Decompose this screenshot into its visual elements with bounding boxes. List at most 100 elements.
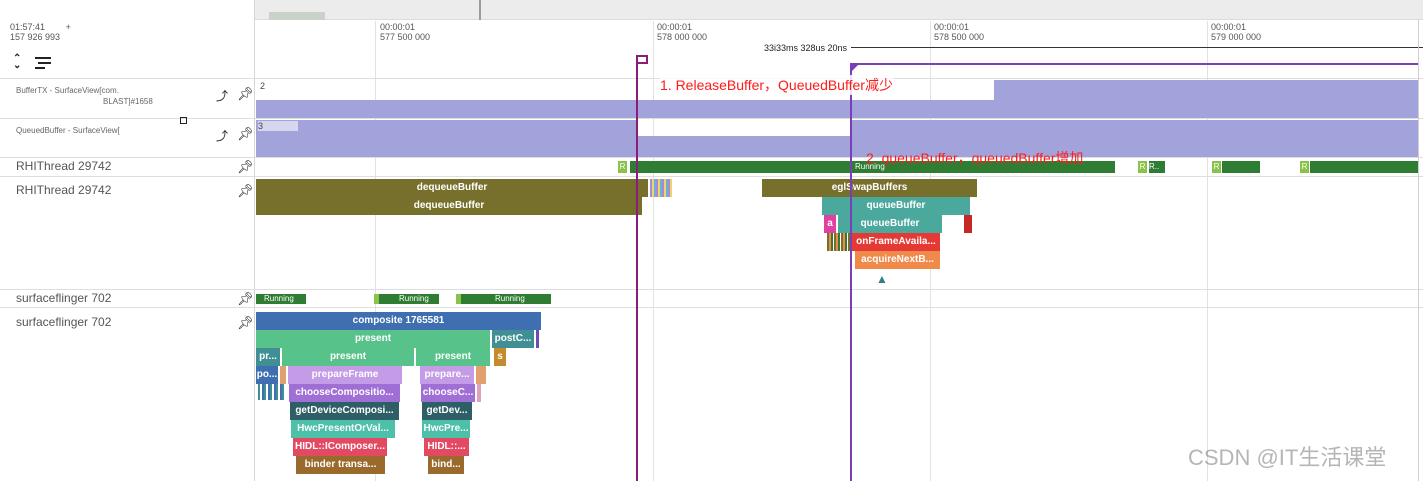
scroll-edge[interactable] bbox=[1418, 20, 1419, 481]
slice-binder-transaction[interactable]: bind... bbox=[428, 456, 464, 474]
slice-eglswapbuffers[interactable]: eglSwapBuffers bbox=[762, 179, 977, 197]
small-slices[interactable] bbox=[827, 233, 851, 251]
flag-icon[interactable] bbox=[636, 55, 648, 64]
area-marker-corner bbox=[851, 63, 860, 72]
time-tick: 00:00:01 578 500 000 bbox=[934, 22, 985, 42]
time-tick: 00:00:01 579 000 000 bbox=[1211, 22, 1262, 42]
track-sidebar bbox=[0, 0, 255, 481]
time-tick: 00:00:01 578 000 000 bbox=[657, 22, 708, 42]
overview-cursor[interactable] bbox=[479, 0, 481, 20]
slice-hwcpresent[interactable]: HwcPresentOrVal... bbox=[291, 420, 395, 438]
rhi-running-bar[interactable] bbox=[1310, 161, 1418, 173]
slice-s[interactable]: s bbox=[494, 348, 506, 366]
slice-dequeuebuffer[interactable]: dequeueBuffer bbox=[256, 197, 642, 215]
pin-icon[interactable]: 📌︎ bbox=[237, 159, 254, 174]
slice-hidl-icomposer[interactable]: HIDL::... bbox=[424, 438, 469, 456]
slice-onframeavailable[interactable]: onFrameAvaila... bbox=[852, 233, 940, 251]
slice-queuebuffer[interactable]: queueBuffer bbox=[822, 197, 970, 215]
slice-composite[interactable]: composite 1765581 bbox=[256, 312, 541, 330]
sf-running-bar[interactable]: Running bbox=[374, 294, 439, 304]
slice-red-small[interactable] bbox=[964, 215, 972, 233]
slice-prepareframe[interactable]: prepareFrame bbox=[288, 366, 402, 384]
slice-queuebuffer[interactable]: queueBuffer bbox=[838, 215, 942, 233]
slice-choosecomposition[interactable]: chooseCompositio... bbox=[289, 384, 400, 402]
slice-thin[interactable] bbox=[536, 330, 539, 348]
slice-a[interactable]: a bbox=[824, 215, 836, 233]
collapse-expand-icon[interactable]: ⌃ ⌄ bbox=[13, 53, 22, 71]
buffertx-label-2: BLAST]#1658 bbox=[103, 97, 153, 106]
offset-time: 01:57:41 bbox=[10, 22, 46, 32]
slice-dequeuebuffer[interactable]: dequeueBuffer bbox=[256, 179, 648, 197]
slice-prepareframe[interactable]: prepare... bbox=[420, 366, 474, 384]
grid-line bbox=[653, 21, 654, 481]
chart-line-icon[interactable]: ⤴ bbox=[216, 89, 229, 103]
buffertx-label: BufferTX - SurfaceView[com. bbox=[16, 86, 119, 95]
annotation-queue-buffer: 2. queueBuffer，queuedBuffer增加 bbox=[866, 150, 1084, 166]
rhi-r-mark[interactable]: R.. bbox=[1149, 161, 1165, 173]
span-label: 33i33ms 328us 20ns bbox=[764, 43, 848, 53]
small-slices[interactable] bbox=[650, 179, 672, 197]
track-separator bbox=[0, 118, 1423, 119]
pin-icon[interactable]: 📌︎ bbox=[237, 315, 254, 330]
track-separator bbox=[0, 289, 1423, 290]
buffertx-counter-high bbox=[994, 80, 1418, 118]
span-line bbox=[851, 47, 1423, 48]
slice-pr[interactable]: pr... bbox=[256, 348, 280, 366]
menu-lines-icon[interactable] bbox=[35, 57, 51, 69]
arrow-up-icon: ▲ bbox=[876, 272, 888, 286]
slice-present[interactable]: present bbox=[256, 330, 490, 348]
slice-thin[interactable] bbox=[280, 366, 286, 384]
track-separator bbox=[0, 157, 1423, 158]
pin-icon[interactable]: 📌︎ bbox=[237, 86, 254, 101]
slice-postcomposition[interactable]: postC... bbox=[492, 330, 534, 348]
area-marker-top bbox=[850, 63, 1418, 65]
sf-slices-label: surfaceflinger 702 bbox=[16, 315, 112, 329]
queuedbuffer-counter-b bbox=[638, 136, 850, 157]
slice-binder-transaction[interactable]: binder transa... bbox=[296, 456, 385, 474]
slice-thin[interactable] bbox=[477, 384, 481, 402]
offset-ns: 157 926 993 bbox=[10, 32, 61, 42]
time-tick: 00:00:01 577 500 000 bbox=[380, 22, 431, 42]
watermark: CSDN @IT生活课堂 bbox=[1188, 445, 1387, 470]
chart-line-icon[interactable]: ⤴ bbox=[216, 129, 229, 143]
slice-po[interactable]: po... bbox=[256, 366, 278, 384]
sf-state-label: surfaceflinger 702 bbox=[16, 291, 112, 305]
rhi-running-bar[interactable] bbox=[1222, 161, 1260, 173]
sf-running-bar[interactable]: Running bbox=[256, 294, 306, 304]
rhi-r-mark[interactable]: R bbox=[1212, 161, 1221, 173]
rhi-r-mark[interactable]: R bbox=[1300, 161, 1309, 173]
slice-choosecomposition[interactable]: chooseC... bbox=[421, 384, 475, 402]
slice-hwcpresent[interactable]: HwcPre... bbox=[422, 420, 470, 438]
track-separator bbox=[0, 307, 1423, 308]
queuedbuffer-value: 3 bbox=[258, 121, 298, 131]
rhi-slices-label: RHIThread 29742 bbox=[16, 183, 112, 197]
slice-getdevicecomposition[interactable]: getDeviceComposi... bbox=[290, 402, 399, 420]
slice-acquirenextbuffer[interactable]: acquireNextB... bbox=[855, 251, 940, 269]
queuedbuffer-label: QueuedBuffer - SurfaceView[ bbox=[16, 126, 120, 135]
pin-icon[interactable]: 📌︎ bbox=[237, 183, 254, 198]
grid-line bbox=[1207, 21, 1208, 481]
rhi-running-bar[interactable]: Running bbox=[630, 161, 1115, 173]
flag-marker-line bbox=[636, 60, 638, 481]
slice-present[interactable]: present bbox=[416, 348, 490, 366]
track-separator bbox=[0, 176, 1423, 177]
slice-hidl-icomposer[interactable]: HIDL::IComposer... bbox=[293, 438, 387, 456]
slice-present[interactable]: present bbox=[282, 348, 414, 366]
offset-plus: + bbox=[65, 22, 71, 32]
area-marker-line bbox=[850, 63, 852, 481]
small-slices[interactable] bbox=[258, 384, 286, 400]
pin-icon[interactable]: 📌︎ bbox=[237, 291, 254, 306]
slice-thin[interactable] bbox=[476, 366, 486, 384]
overview-selection bbox=[269, 12, 325, 20]
queuedbuffer-counter-a bbox=[256, 120, 638, 157]
queuedbuffer-counter-c bbox=[850, 120, 1418, 157]
timeline-overview-band[interactable] bbox=[255, 0, 1423, 20]
rhi-r-mark[interactable]: R bbox=[1138, 161, 1147, 173]
checkbox-icon[interactable] bbox=[180, 117, 187, 124]
buffertx-counter-low bbox=[256, 100, 994, 118]
slice-getdevicecomposition[interactable]: getDev... bbox=[422, 402, 472, 420]
grid-line bbox=[375, 21, 376, 481]
rhi-r-mark[interactable]: R bbox=[618, 161, 627, 173]
sf-running-bar[interactable]: Running bbox=[456, 294, 551, 304]
pin-icon[interactable]: 📌︎ bbox=[237, 126, 254, 141]
